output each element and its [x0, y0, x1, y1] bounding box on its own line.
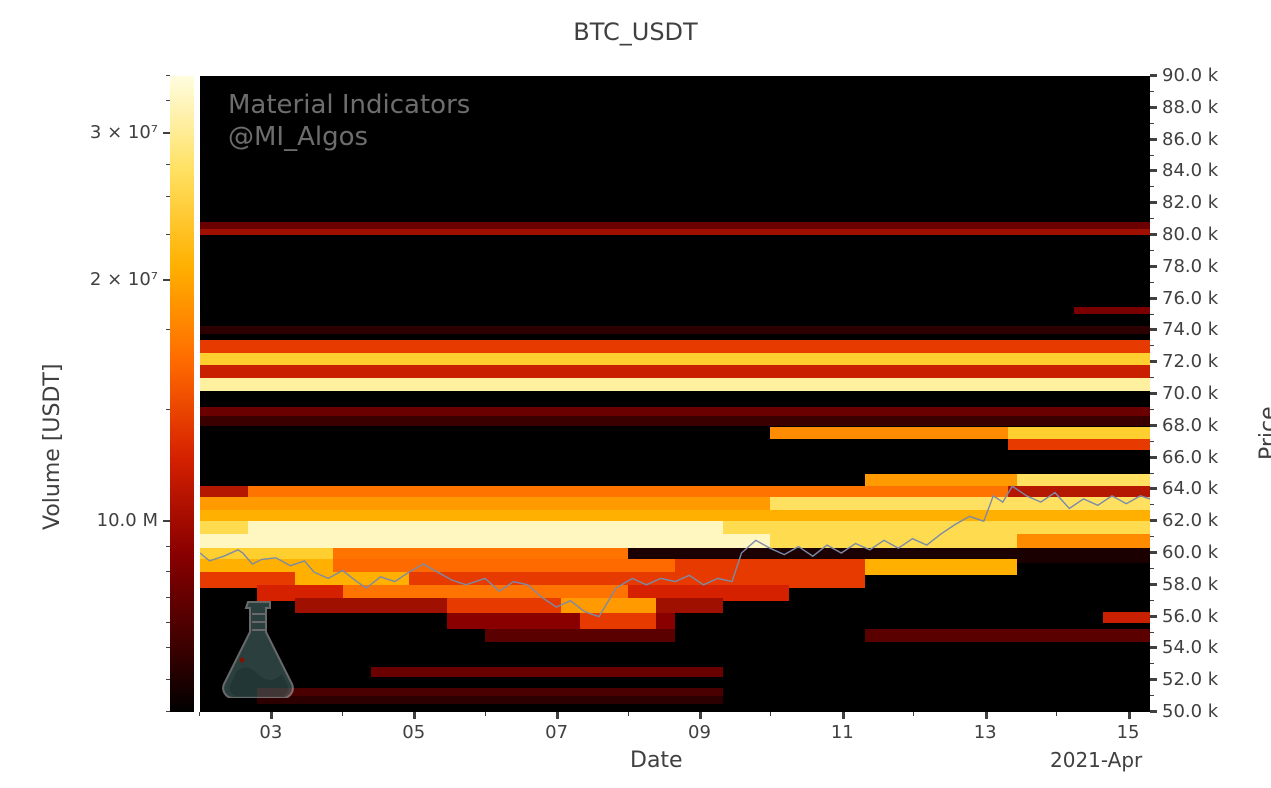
- y-tick-label: 70.0 k: [1162, 383, 1218, 404]
- y-right-label: Price [USDT]: [1256, 382, 1271, 460]
- y-tick-label: 64.0 k: [1162, 478, 1218, 499]
- y-tick-label: 76.0 k: [1162, 288, 1218, 309]
- x-tick-label: 13: [974, 722, 997, 743]
- x-tick-label: 15: [1117, 722, 1140, 743]
- y-tick-label: 74.0 k: [1162, 319, 1218, 340]
- y-tick-label: 86.0 k: [1162, 129, 1218, 150]
- y-tick-label: 88.0 k: [1162, 97, 1218, 118]
- y-tick-label: 78.0 k: [1162, 256, 1218, 277]
- y-tick-label: 50.0 k: [1162, 701, 1218, 722]
- x-tick-label: 11: [831, 722, 854, 743]
- x-tick-label: 05: [402, 722, 425, 743]
- y-tick-label: 60.0 k: [1162, 542, 1218, 563]
- y-tick-label: 52.0 k: [1162, 669, 1218, 690]
- y-tick-label: 82.0 k: [1162, 192, 1218, 213]
- heatmap-plot: Material Indicators @MI_Algos: [200, 76, 1150, 712]
- y-tick-label: 56.0 k: [1162, 606, 1218, 627]
- chart-frame: BTC_USDT 10.0 M 2 × 10⁷ 3 × 10⁷ Volume [US…: [0, 0, 1271, 788]
- y-tick-label: 66.0 k: [1162, 447, 1218, 468]
- colorbar-tick-label: 10.0 M: [97, 510, 158, 531]
- x-label: Date: [630, 748, 683, 773]
- y-tick-label: 84.0 k: [1162, 160, 1218, 181]
- y-tick-label: 62.0 k: [1162, 510, 1218, 531]
- colorbar-label: Volume [USDT]: [40, 364, 65, 530]
- colorbar-tick-label: 2 × 10⁷: [90, 269, 158, 290]
- x-tick-label: 09: [688, 722, 711, 743]
- x-tick-label: 07: [545, 722, 568, 743]
- colorbar: [170, 76, 194, 712]
- flask-icon: [218, 598, 300, 698]
- colorbar-tick-label: 3 × 10⁷: [90, 122, 158, 143]
- y-tick-label: 80.0 k: [1162, 224, 1218, 245]
- y-tick-label: 72.0 k: [1162, 351, 1218, 372]
- price-line: [200, 76, 1150, 712]
- x-tick-label: 03: [259, 722, 282, 743]
- x-sublabel: 2021-Apr: [1050, 748, 1142, 772]
- y-tick-label: 68.0 k: [1162, 415, 1218, 436]
- y-tick-label: 54.0 k: [1162, 637, 1218, 658]
- y-tick-label: 90.0 k: [1162, 65, 1218, 86]
- y-tick-label: 58.0 k: [1162, 574, 1218, 595]
- chart-title: BTC_USDT: [0, 18, 1271, 46]
